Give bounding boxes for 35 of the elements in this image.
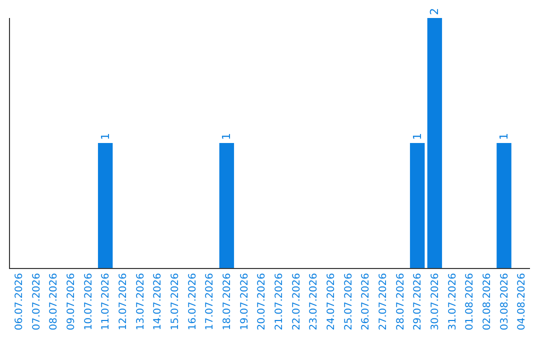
- x-tick-label: 31.07.2026: [447, 273, 458, 330]
- data-label: 1: [498, 133, 510, 140]
- x-tick-label: 28.07.2026: [395, 273, 406, 330]
- x-tick-label: 26.07.2026: [360, 273, 372, 330]
- x-tick-label: 19.07.2026: [239, 273, 250, 330]
- x-tick-label: 13.07.2026: [135, 273, 146, 330]
- x-tick-label: 29.07.2026: [412, 273, 424, 330]
- x-tick-label: 15.07.2026: [170, 273, 181, 330]
- x-tick-label: 07.07.2026: [31, 273, 42, 330]
- x-tick-label: 09.07.2026: [66, 273, 77, 330]
- x-tick-label: 10.07.2026: [83, 273, 94, 330]
- x-tick-label: 25.07.2026: [343, 273, 354, 330]
- x-tick-label: 14.07.2026: [152, 273, 164, 330]
- x-tick-label: 20.07.2026: [256, 273, 268, 330]
- x-tick-label: 18.07.2026: [222, 273, 233, 330]
- x-tick-label: 27.07.2026: [378, 273, 389, 330]
- x-tick-label: 06.07.2026: [14, 273, 25, 330]
- x-tick-label: 11.07.2026: [100, 273, 112, 330]
- x-tick-label: 12.07.2026: [118, 273, 129, 330]
- x-tick-label: 08.07.2026: [48, 273, 60, 330]
- x-tick-label: 17.07.2026: [204, 273, 216, 330]
- x-tick-label: 24.07.2026: [326, 273, 337, 330]
- x-tick-label: 03.08.2026: [499, 273, 510, 330]
- x-tick-label: 01.08.2026: [464, 273, 476, 330]
- x-tick-label: 30.07.2026: [430, 273, 441, 330]
- x-tick-label: 02.08.2026: [482, 273, 493, 330]
- x-tick-label: 22.07.2026: [291, 273, 302, 330]
- data-label: 1: [98, 133, 112, 140]
- data-label: 2: [428, 8, 442, 15]
- x-tick-label: 04.08.2026: [516, 273, 528, 330]
- x-tick-label: 21.07.2026: [274, 273, 285, 330]
- data-label: 1: [220, 133, 234, 140]
- data-label: 1: [410, 133, 424, 140]
- x-tick-label: 16.07.2026: [187, 273, 198, 330]
- x-tick-label: 23.07.2026: [308, 273, 320, 330]
